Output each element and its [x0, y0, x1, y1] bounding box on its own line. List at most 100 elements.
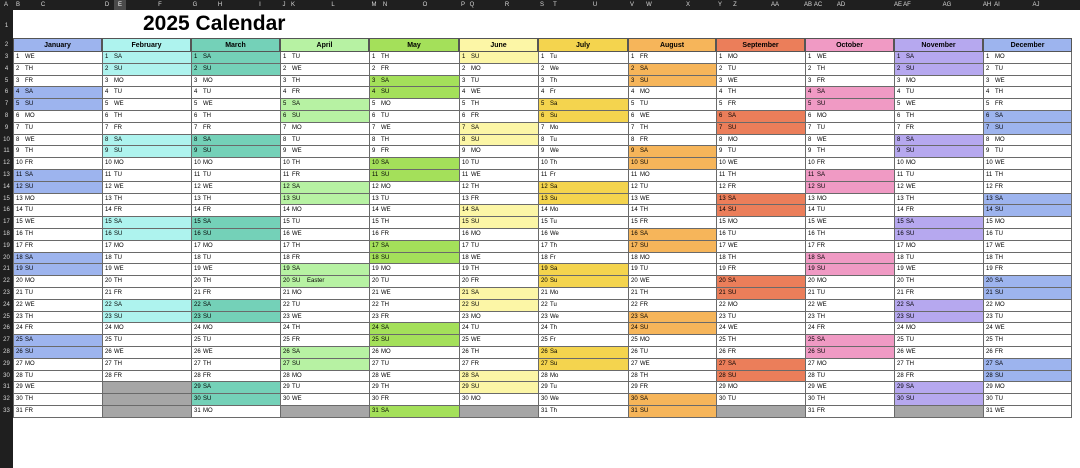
- row-number-30[interactable]: 30: [3, 372, 10, 379]
- column-letter-Z[interactable]: Z: [733, 2, 737, 8]
- day-cell[interactable]: 17 MO: [102, 240, 191, 253]
- day-cell[interactable]: 25 TH: [716, 335, 805, 347]
- day-cell[interactable]: 29 TU: [280, 382, 369, 395]
- month-header-september[interactable]: September: [716, 38, 805, 52]
- day-cell[interactable]: 13 TU: [369, 193, 459, 206]
- day-cell[interactable]: 9 TH: [805, 146, 894, 159]
- day-cell[interactable]: 3 FR: [805, 75, 894, 88]
- day-cell[interactable]: 5 SU: [805, 99, 894, 111]
- day-cell[interactable]: 25 SA: [13, 335, 102, 347]
- day-cell[interactable]: 17 TH: [280, 240, 369, 253]
- day-cell[interactable]: 26 SU: [13, 347, 102, 359]
- row-number-29[interactable]: 29: [3, 360, 10, 367]
- day-cell[interactable]: 6 MO: [13, 111, 102, 123]
- day-cell[interactable]: 13 TH: [894, 193, 983, 206]
- column-letter-K[interactable]: K: [290, 2, 295, 8]
- day-cell[interactable]: 15 TU: [280, 217, 369, 229]
- day-cell[interactable]: 11 FR: [280, 170, 369, 182]
- day-cell[interactable]: 18 WE: [459, 252, 538, 265]
- day-cell[interactable]: 31 Th: [538, 406, 628, 418]
- day-cell[interactable]: 24 SA: [369, 323, 459, 336]
- day-cell[interactable]: 21 SA: [459, 288, 538, 300]
- day-cell[interactable]: 25 TH: [983, 335, 1072, 347]
- column-letter-C[interactable]: C: [40, 2, 46, 8]
- day-cell[interactable]: 20 TU: [369, 276, 459, 288]
- column-letter-AG[interactable]: AG: [942, 2, 952, 8]
- day-cell[interactable]: 3 MO: [102, 75, 191, 88]
- day-cell[interactable]: 28 SA: [459, 370, 538, 383]
- day-cell[interactable]: 10 WE: [716, 158, 805, 170]
- day-cell[interactable]: 22 SU: [459, 299, 538, 312]
- day-cell[interactable]: 16 SU: [191, 229, 280, 241]
- month-header-february[interactable]: February: [102, 38, 191, 52]
- day-cell[interactable]: 17 TU: [459, 240, 538, 253]
- day-cell[interactable]: 28 Mo: [538, 370, 628, 383]
- day-cell[interactable]: 11 Fr: [538, 170, 628, 182]
- day-cell[interactable]: 2 SU: [102, 63, 191, 76]
- day-cell[interactable]: 29 FR: [628, 382, 716, 395]
- row-number-26[interactable]: 26: [3, 325, 10, 332]
- empty-day-cell[interactable]: [102, 406, 191, 418]
- day-cell[interactable]: 18 SA: [13, 252, 102, 265]
- day-cell[interactable]: 21 TH: [628, 288, 716, 300]
- day-cell[interactable]: 2 WE: [280, 63, 369, 76]
- day-cell[interactable]: 5 WE: [894, 99, 983, 111]
- day-cell[interactable]: 23 SU: [894, 311, 983, 324]
- day-cell[interactable]: 18 SA: [805, 252, 894, 265]
- day-cell[interactable]: 27 TH: [191, 358, 280, 371]
- day-cell[interactable]: 2 TH: [805, 63, 894, 76]
- day-cell[interactable]: 16 SU: [894, 229, 983, 241]
- day-cell[interactable]: 14 Mo: [538, 205, 628, 218]
- column-letter-G[interactable]: G: [192, 2, 198, 8]
- day-cell[interactable]: 21 SU: [716, 288, 805, 300]
- day-cell[interactable]: 12 Sa: [538, 181, 628, 194]
- month-header-november[interactable]: November: [894, 38, 983, 52]
- day-cell[interactable]: 4 TH: [716, 87, 805, 100]
- day-cell[interactable]: 19 FR: [983, 264, 1072, 277]
- day-cell[interactable]: 4 SU: [369, 87, 459, 100]
- day-cell[interactable]: 24 MO: [191, 323, 280, 336]
- day-cell[interactable]: 27 TH: [894, 358, 983, 371]
- day-cell[interactable]: 26 MO: [369, 347, 459, 359]
- month-header-january[interactable]: January: [13, 38, 102, 52]
- day-cell[interactable]: 26 WE: [191, 347, 280, 359]
- day-cell[interactable]: 10 Th: [538, 158, 628, 170]
- day-cell[interactable]: 6 TU: [369, 111, 459, 123]
- column-letter-L[interactable]: L: [331, 2, 335, 8]
- day-cell[interactable]: 1 SA: [102, 52, 191, 64]
- day-cell[interactable]: 31 FR: [805, 406, 894, 418]
- day-cell[interactable]: 23 SU: [191, 311, 280, 324]
- row-header-bar[interactable]: 1 2 3 4 5 6 7 8 9 10 11 12 13 14 15 16 17 18 19 20 21 22 23 24 2…: [0, 10, 13, 468]
- day-cell[interactable]: 20 TH: [894, 276, 983, 288]
- day-cell[interactable]: 26 Sa: [538, 347, 628, 359]
- day-cell[interactable]: 16 WE: [280, 229, 369, 241]
- day-cell[interactable]: 18 TH: [983, 252, 1072, 265]
- day-cell[interactable]: 13 TH: [191, 193, 280, 206]
- day-cell[interactable]: 10 TU: [459, 158, 538, 170]
- day-cell[interactable]: 23 TU: [983, 311, 1072, 324]
- row-number-32[interactable]: 32: [3, 396, 10, 403]
- day-cell[interactable]: 28 WE: [369, 370, 459, 383]
- day-cell[interactable]: 29 TH: [369, 382, 459, 395]
- day-cell[interactable]: 13 FR: [459, 193, 538, 206]
- day-cell[interactable]: 18 SU: [369, 252, 459, 265]
- day-cell[interactable]: 10 FR: [805, 158, 894, 170]
- day-cell[interactable]: 30 SU: [191, 394, 280, 406]
- day-cell[interactable]: 25 SA: [805, 335, 894, 347]
- day-cell[interactable]: 11 TU: [191, 170, 280, 182]
- day-cell[interactable]: 11 TU: [894, 170, 983, 182]
- day-cell[interactable]: 15 MO: [983, 217, 1072, 229]
- day-cell[interactable]: 2 SU: [894, 63, 983, 76]
- row-number-7[interactable]: 7: [4, 101, 9, 108]
- day-cell[interactable]: 16 We: [538, 229, 628, 241]
- day-cell[interactable]: 28 SU: [983, 370, 1072, 383]
- day-cell[interactable]: 10 SA: [369, 158, 459, 170]
- day-cell[interactable]: 27 TH: [102, 358, 191, 371]
- day-cell[interactable]: 12 TH: [459, 181, 538, 194]
- day-cell[interactable]: 21 TU: [805, 288, 894, 300]
- month-header-july[interactable]: July: [538, 38, 628, 52]
- day-cell[interactable]: 30 TU: [716, 394, 805, 406]
- day-cell[interactable]: 8 WE: [805, 134, 894, 147]
- day-cell[interactable]: 10 SU: [628, 158, 716, 170]
- day-cell[interactable]: 3 FR: [13, 75, 102, 88]
